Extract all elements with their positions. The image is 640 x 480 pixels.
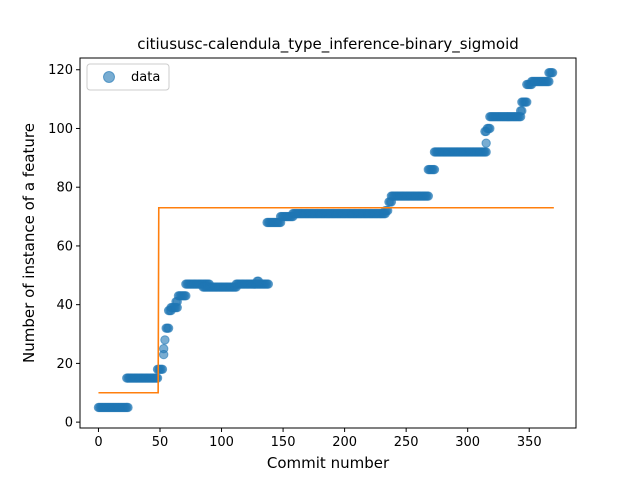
data-point	[163, 323, 174, 333]
x-tick-label: 0	[94, 435, 102, 450]
y-tick-label: 0	[65, 416, 73, 431]
fit-series	[98, 206, 554, 394]
y-axis-ticks: 0 20 40 60 80 100 120	[48, 63, 80, 431]
data-point	[481, 147, 491, 157]
data-point	[157, 364, 168, 374]
data-point	[547, 67, 558, 78]
x-axis-ticks: 0 50 100 150 200 250 300 350	[94, 428, 542, 450]
y-tick-label: 20	[56, 357, 73, 372]
chart-title: citiususc-calendula_type_inference-binar…	[137, 35, 519, 54]
y-tick-label: 120	[48, 63, 73, 78]
data-point	[253, 276, 264, 286]
x-tick-label: 150	[271, 435, 296, 450]
x-tick-label: 100	[209, 435, 234, 450]
data-point	[429, 164, 440, 175]
x-axis-label: Commit number	[267, 454, 390, 472]
legend: data	[86, 63, 170, 91]
plot-frame	[79, 57, 577, 429]
x-tick-label: 300	[455, 435, 480, 450]
x-tick-label: 200	[332, 435, 357, 450]
data-point	[485, 123, 495, 134]
x-tick-label: 350	[517, 435, 542, 450]
data-point	[123, 402, 133, 413]
data-point	[158, 344, 169, 354]
y-tick-label: 100	[48, 122, 73, 137]
y-tick-label: 80	[56, 181, 73, 196]
legend-marker-data	[103, 71, 115, 83]
data-series-points	[93, 67, 558, 413]
y-tick-label: 60	[56, 239, 73, 254]
data-point	[263, 279, 274, 289]
data-point	[382, 205, 393, 216]
data-point	[481, 138, 491, 148]
legend-box	[86, 63, 170, 91]
data-point	[517, 106, 527, 116]
fit-line	[98, 206, 554, 394]
data-point	[423, 191, 434, 201]
data-point	[544, 76, 554, 87]
legend-label-data: data	[131, 70, 160, 85]
y-tick-label: 40	[56, 298, 73, 313]
data-point	[181, 291, 191, 301]
y-axis-label: Number of instance of a feature	[20, 123, 38, 363]
x-tick-label: 50	[152, 435, 169, 450]
data-point	[522, 97, 532, 107]
x-tick-label: 250	[394, 435, 419, 450]
data-point	[160, 335, 170, 345]
